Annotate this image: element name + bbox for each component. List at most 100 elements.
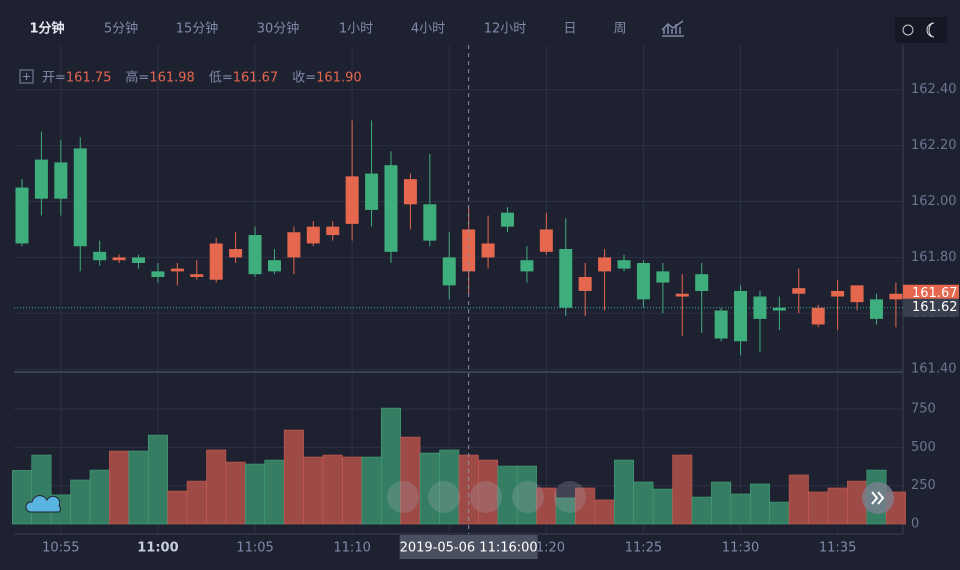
volume-bar <box>31 454 52 525</box>
volume-bar <box>167 490 188 525</box>
crosshair-box <box>399 535 538 559</box>
info-value: 161.67 <box>233 71 279 86</box>
info-label: 开= <box>42 71 66 86</box>
volume-bar <box>283 429 304 525</box>
theme-box[interactable] <box>895 17 947 43</box>
indicator-glyph[interactable] <box>661 20 684 37</box>
volume-bar <box>361 456 382 525</box>
volume-bar <box>245 463 266 525</box>
candle-body <box>132 257 146 263</box>
y-tick-label: 162.40 <box>911 82 957 97</box>
candle-body <box>326 226 340 236</box>
volume-bar <box>788 474 809 525</box>
volume-bar <box>808 491 829 525</box>
price-tag <box>903 298 959 317</box>
sun-icon[interactable] <box>902 24 914 36</box>
scroll-right[interactable] <box>862 482 894 514</box>
moon-icon[interactable] <box>926 22 935 38</box>
candle-body <box>15 187 29 244</box>
volume-bar <box>128 450 149 525</box>
zoom-controls[interactable] <box>387 481 586 513</box>
candle-body <box>93 251 107 261</box>
candle-body <box>617 260 631 269</box>
crosshair-label: 2019-05-06 11:16:00 <box>400 541 538 556</box>
zoom-btn[interactable] <box>554 481 586 513</box>
info-label: 高= <box>125 70 149 86</box>
candle-body <box>636 263 650 300</box>
x-tick-label: 11:35 <box>819 541 856 556</box>
candle-body <box>248 235 262 275</box>
interval-tab[interactable]: 1分钟 <box>29 21 64 37</box>
y-tick-label: 250 <box>911 478 936 493</box>
candle-body <box>481 243 495 258</box>
candle-body <box>34 159 48 199</box>
interval-tab[interactable]: 30分钟 <box>257 21 300 37</box>
candle-body <box>714 310 728 339</box>
x-tick-label: 11:25 <box>625 541 662 556</box>
info-label: 低= <box>209 71 233 86</box>
candle-body <box>695 274 709 291</box>
legend-toggle[interactable] <box>19 69 34 84</box>
zoom-btn[interactable] <box>387 481 419 513</box>
candle-body <box>598 257 612 272</box>
y-tick-label: 0 <box>911 517 919 532</box>
zoom-btn[interactable] <box>470 481 502 513</box>
candle-body <box>889 293 903 300</box>
candle-body <box>54 162 68 199</box>
candle-body <box>539 229 553 252</box>
interval-tab[interactable]: 日 <box>563 22 576 37</box>
candle-body <box>734 290 748 342</box>
volume-bar <box>89 469 110 525</box>
candle-body <box>753 296 767 319</box>
candle-body <box>792 288 806 294</box>
y-tick-label: 161.80 <box>911 250 957 265</box>
volume-bar <box>691 496 712 525</box>
candle-body <box>501 212 514 227</box>
candle-body <box>442 257 456 286</box>
zoom-btn[interactable] <box>512 481 544 513</box>
volume-bar <box>652 488 673 525</box>
candle-body <box>190 274 204 277</box>
candle-body <box>365 173 379 210</box>
candle-body <box>675 293 689 297</box>
y-tick-label: 161.40 <box>911 362 957 377</box>
volume-bar <box>827 487 848 525</box>
y-tick-label: 750 <box>911 402 936 417</box>
x-tick-label: 11:00 <box>137 541 178 556</box>
candle-body <box>73 148 87 247</box>
indicator-icon[interactable] <box>661 20 684 37</box>
interval-tab[interactable]: 1小时 <box>339 22 373 37</box>
candle-body <box>170 268 184 272</box>
price-tag-label: 161.67 <box>912 286 958 301</box>
candle-body <box>151 271 165 277</box>
interval-tab[interactable]: 5分钟 <box>104 21 138 37</box>
interval-tab[interactable]: 4小时 <box>411 22 445 37</box>
candle-body <box>403 179 417 205</box>
volume-bar <box>147 434 168 525</box>
zoom-btn[interactable] <box>428 481 460 513</box>
candle-body <box>423 204 437 241</box>
interval-tab[interactable]: 15分钟 <box>176 21 219 37</box>
candle-body <box>287 232 301 258</box>
y-tick-label: 162.20 <box>911 138 957 153</box>
candle-body <box>850 285 864 303</box>
volume-bar <box>206 449 227 525</box>
candle-body <box>559 249 573 308</box>
volume-bar <box>769 501 790 525</box>
toggle-box[interactable] <box>19 69 34 84</box>
candle-body <box>209 243 223 280</box>
candle-body <box>462 229 476 272</box>
toggle-plus[interactable] <box>23 73 30 80</box>
volume-bar <box>70 479 91 525</box>
volume-bar <box>264 459 285 525</box>
candle-body <box>229 249 243 258</box>
candle-body <box>869 299 883 319</box>
x-tick-label: 10:55 <box>42 541 79 556</box>
candle-body <box>772 307 786 311</box>
volume-bar <box>303 456 324 525</box>
theme-switch[interactable] <box>895 17 947 43</box>
interval-tab[interactable]: 12小时 <box>484 22 527 37</box>
scroll-glyph[interactable] <box>871 491 885 505</box>
interval-tab[interactable]: 周 <box>613 22 626 37</box>
